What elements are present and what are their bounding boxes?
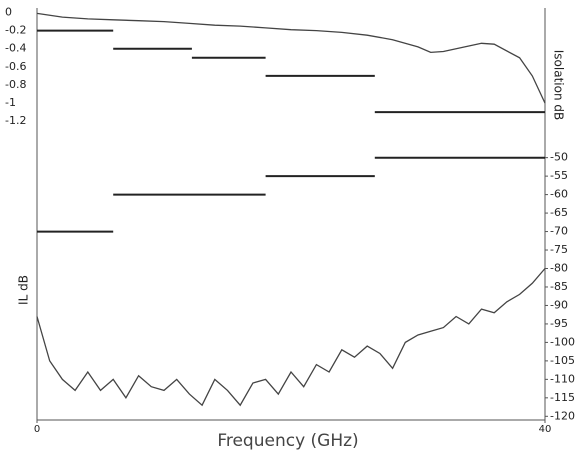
y2-tick-label: -50 xyxy=(550,151,568,164)
y-tick-label: -0.4 xyxy=(5,42,26,55)
y2-tick-label: -80 xyxy=(550,262,568,275)
series-line xyxy=(36,268,546,407)
x-axis-label: Frequency (GHz) xyxy=(217,431,358,451)
y2-tick-label: -75 xyxy=(550,243,568,256)
y2-tick-label: -60 xyxy=(550,188,568,201)
y2-tick-label: -100 xyxy=(550,335,575,348)
series-line xyxy=(36,12,546,104)
y-tick-label: -1 xyxy=(5,96,16,109)
y2-tick-label: -90 xyxy=(550,298,568,311)
y-tick-label: 0 xyxy=(5,6,12,19)
y2-tick-label: -95 xyxy=(550,317,568,330)
y2-tick-label: -120 xyxy=(550,409,575,422)
y-tick-label: -1.2 xyxy=(5,114,26,127)
y2-tick-label: -70 xyxy=(550,225,568,238)
y-tick-label: -0.8 xyxy=(5,78,26,91)
y2-tick-label: -105 xyxy=(550,354,575,367)
y2-tick-label: -85 xyxy=(550,280,568,293)
y-axis-label: IL dB xyxy=(17,275,31,305)
y2-tick-label: -65 xyxy=(550,206,568,219)
y-tick-label: -0.6 xyxy=(5,60,26,73)
y2-tick-label: -115 xyxy=(550,391,575,404)
x-tick-label: 40 xyxy=(539,424,552,435)
y2-tick-label: -110 xyxy=(550,372,575,385)
y2-axis-label: Isolation dB xyxy=(552,50,566,120)
y-tick-label: -0.2 xyxy=(5,24,26,37)
y2-tick-label: -55 xyxy=(550,169,568,182)
x-tick-label: 0 xyxy=(34,424,40,435)
